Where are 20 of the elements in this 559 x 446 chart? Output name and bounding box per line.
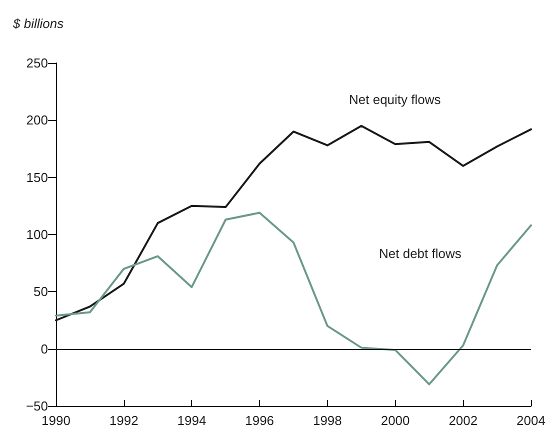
line-series [55, 212, 532, 386]
x-tick-label: 2002 [448, 413, 478, 428]
y-tick-label: −50 [26, 398, 48, 414]
x-tick-label: 1990 [42, 413, 70, 428]
y-tick-label: 100 [26, 227, 48, 242]
line-series [55, 124, 532, 322]
x-tick-label: 2000 [380, 413, 410, 428]
x-tick-label: 1998 [312, 413, 342, 428]
y-tick-label: 250 [26, 56, 48, 70]
y-tick-label: 200 [26, 112, 48, 128]
y-axis-title: $ billions [12, 16, 64, 31]
series-label: Net equity flows [349, 92, 442, 107]
x-tick-label: 1996 [245, 413, 274, 428]
x-tick-label: 1994 [177, 413, 206, 428]
x-tick-label: 2004 [516, 413, 546, 428]
x-tick-label: 1992 [109, 413, 138, 428]
text: Net debt flows [379, 246, 462, 261]
y-tick-label: 50 [34, 284, 48, 300]
y-tick-label: 0 [40, 341, 48, 356]
y-tick-label: 150 [26, 170, 48, 185]
